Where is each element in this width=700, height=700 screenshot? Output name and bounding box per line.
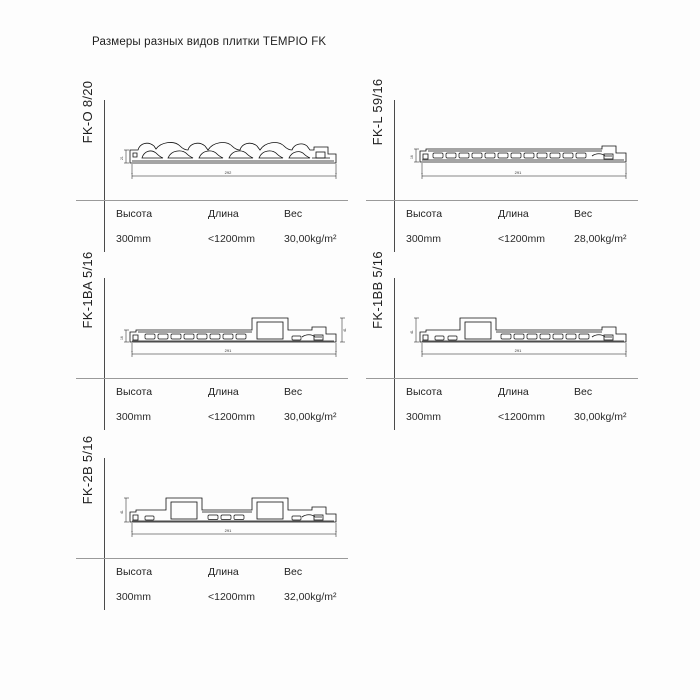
dimension-length-text: 291 xyxy=(225,348,232,353)
spec-header-row: Высота Длина Вес xyxy=(406,386,638,398)
spec-header-weight: Вес xyxy=(574,208,593,220)
spec-value-height: 300mm xyxy=(116,411,152,423)
spec-header-length: Длина xyxy=(208,386,239,398)
product-code-label: FK-1BA 5/16 xyxy=(80,251,95,329)
spec-header-height: Высота xyxy=(116,208,153,220)
dimension-height-text: 16 xyxy=(120,336,124,340)
spec-value-weight: 32,00kg/m² xyxy=(284,591,337,603)
spec-table-fk-1bb: Высота Длина Вес 300mm <1200mm 30,00kg/m… xyxy=(406,386,638,423)
spec-value-weight: 30,00kg/m² xyxy=(284,411,337,423)
panel-divider-horizontal xyxy=(76,378,348,379)
product-code-label: FK-L 59/16 xyxy=(370,78,385,146)
panel-divider-vertical xyxy=(394,100,395,252)
panel-divider-vertical xyxy=(104,278,105,430)
dimension-height-text: 21 xyxy=(120,156,124,160)
panel-fk-2b: FK-2B 5/16 xyxy=(76,436,348,610)
panel-fk-1bb: FK-1BB 5/16 xyxy=(366,251,638,430)
dimension-length-text: 291 xyxy=(225,528,232,533)
spec-value-row: 300mm <1200mm 30,00kg/m² xyxy=(116,411,348,423)
panel-divider-horizontal xyxy=(76,558,348,559)
spec-header-height: Высота xyxy=(116,386,153,398)
spec-value-height: 300mm xyxy=(116,233,152,245)
panel-fk-o: FK-O 8/20 xyxy=(76,81,348,252)
spec-value-row: 300mm <1200mm 28,00kg/m² xyxy=(406,233,638,245)
spec-value-height: 300mm xyxy=(116,591,152,603)
panel-divider-horizontal xyxy=(76,200,348,201)
spec-table-fk-1ba: Высота Длина Вес 300mm <1200mm 30,00kg/m… xyxy=(116,386,348,423)
spec-header-length: Длина xyxy=(208,208,239,220)
spec-value-length: <1200mm xyxy=(208,591,255,603)
dimension-length-text: 292 xyxy=(225,170,232,175)
dimension-length-text: 291 xyxy=(515,348,522,353)
spec-header-weight: Вес xyxy=(574,386,593,398)
product-code-label: FK-2B 5/16 xyxy=(80,435,95,505)
spec-header-length: Длина xyxy=(498,208,529,220)
spec-value-height: 300mm xyxy=(406,411,442,423)
spec-value-weight: 30,00kg/m² xyxy=(284,233,337,245)
dimension-height-text: 41 xyxy=(410,330,414,334)
spec-value-length: <1200mm xyxy=(498,233,545,245)
spec-value-row: 300mm <1200mm 30,00kg/m² xyxy=(116,233,348,245)
spec-table-fk-l: Высота Длина Вес 300mm <1200mm 28,00kg/m… xyxy=(406,208,638,245)
dimension-height-text: 16 xyxy=(410,155,414,159)
product-code-wrap: FK-2B 5/16 xyxy=(76,436,100,554)
spec-table-fk-2b: Высота Длина Вес 300mm <1200mm 32,00kg/m… xyxy=(116,566,348,603)
panel-divider-horizontal xyxy=(366,378,638,379)
spec-value-height: 300mm xyxy=(406,233,442,245)
page-title: Размеры разных видов плитки TEMPIO FK xyxy=(92,36,327,48)
profile-drawing-fk-l: 16 291 xyxy=(406,132,638,192)
product-code-wrap: FK-L 59/16 xyxy=(366,79,390,196)
spec-header-row: Высота Длина Вес xyxy=(116,208,348,220)
panel-divider-vertical xyxy=(104,458,105,610)
spec-header-row: Высота Длина Вес xyxy=(406,208,638,220)
product-code-label: FK-O 8/20 xyxy=(80,80,95,144)
product-code-wrap: FK-O 8/20 xyxy=(76,81,100,196)
dimension-block-height-text: 41 xyxy=(343,328,347,332)
spec-value-row: 300mm <1200mm 32,00kg/m² xyxy=(116,591,348,603)
spec-header-weight: Вес xyxy=(284,566,303,578)
dimension-length-text: 291 xyxy=(515,170,522,175)
panel-divider-horizontal xyxy=(366,200,638,201)
profile-drawing-fk-2b: 41 291 xyxy=(116,490,348,550)
panel-divider-vertical xyxy=(104,100,105,252)
spec-header-weight: Вес xyxy=(284,386,303,398)
panel-fk-1ba: FK-1BA 5/16 xyxy=(76,252,348,430)
product-code-label: FK-1BB 5/16 xyxy=(370,251,385,329)
spec-header-length: Длина xyxy=(208,566,239,578)
spec-value-length: <1200mm xyxy=(498,411,545,423)
spec-header-row: Высота Длина Вес xyxy=(116,566,348,578)
spec-header-length: Длина xyxy=(498,386,529,398)
profile-drawing-fk-1bb: 41 291 xyxy=(406,310,638,370)
profile-drawing-fk-o: 21 292 xyxy=(116,132,348,192)
profile-drawing-fk-1ba: 16 291 41 xyxy=(116,310,348,370)
product-code-wrap: FK-1BB 5/16 xyxy=(366,251,390,374)
spec-header-weight: Вес xyxy=(284,208,303,220)
panel-fk-l: FK-L 59/16 xyxy=(366,79,638,252)
spec-header-height: Высота xyxy=(116,566,153,578)
product-code-wrap: FK-1BA 5/16 xyxy=(76,252,100,374)
spec-value-length: <1200mm xyxy=(208,411,255,423)
spec-table-fk-o: Высота Длина Вес 300mm <1200mm 30,00kg/m… xyxy=(116,208,348,245)
spec-value-weight: 28,00kg/m² xyxy=(574,233,627,245)
spec-header-height: Высота xyxy=(406,386,443,398)
spec-header-row: Высота Длина Вес xyxy=(116,386,348,398)
spec-value-length: <1200mm xyxy=(208,233,255,245)
spec-header-height: Высота xyxy=(406,208,443,220)
spec-value-row: 300mm <1200mm 30,00kg/m² xyxy=(406,411,638,423)
panel-divider-vertical xyxy=(394,278,395,430)
dimension-height-text: 41 xyxy=(120,510,124,514)
spec-value-weight: 30,00kg/m² xyxy=(574,411,627,423)
